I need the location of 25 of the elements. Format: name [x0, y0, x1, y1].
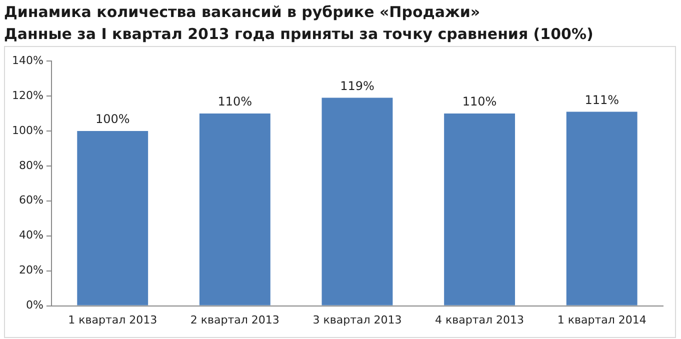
- x-tick-label: 4 квартал 2013: [435, 313, 524, 326]
- bar: [566, 112, 638, 306]
- data-label: 111%: [584, 92, 619, 107]
- y-tick-label: 40%: [18, 228, 44, 242]
- bar: [322, 98, 393, 306]
- data-label: 100%: [95, 112, 130, 126]
- data-label: 119%: [340, 78, 374, 93]
- bar: [199, 113, 270, 306]
- y-tick-label: 20%: [18, 264, 44, 277]
- y-tick-label: 80%: [18, 158, 44, 172]
- y-tick-label: 120%: [12, 88, 44, 102]
- data-label: 110%: [462, 94, 497, 109]
- x-tick-label: 3 квартал 2013: [312, 313, 402, 326]
- y-tick-label: 100%: [12, 124, 44, 137]
- bar: [444, 113, 516, 306]
- x-tick-label: 1 квартал 2013: [68, 313, 158, 326]
- y-tick-label: 0%: [26, 298, 44, 312]
- data-label: 110%: [218, 94, 252, 109]
- chart-title: Динамика количества вакансий в рубрике «Продажи»: [4, 2, 482, 23]
- y-tick-label: 140%: [12, 54, 44, 67]
- y-tick-label: 60%: [18, 194, 44, 207]
- x-tick-label: 2 квартал 2013: [190, 313, 280, 326]
- bar: [77, 130, 148, 306]
- chart-subtitle: Данные за I квартал 2013 года приняты за точку сравнения (100%): [4, 24, 594, 45]
- x-tick-label: 1 квартал 2014: [557, 313, 646, 326]
